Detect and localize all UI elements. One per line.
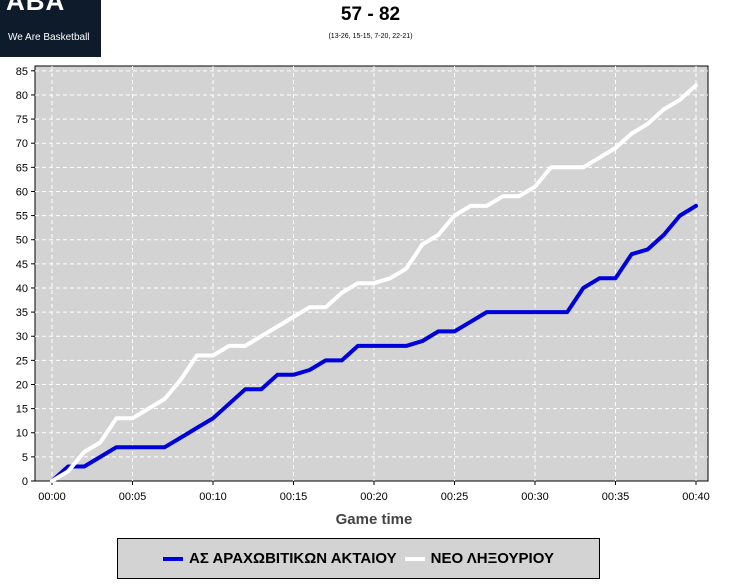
logo: ABA We Are Basketball [0, 0, 101, 57]
final-score: 57 - 82 [340, 4, 401, 25]
y-tick-label: 75 [16, 114, 28, 126]
y-tick-label: 60 [16, 186, 28, 198]
x-tick-label: 00:20 [360, 491, 388, 503]
y-tick-label: 10 [16, 428, 28, 440]
x-tick-label: 00:30 [521, 491, 549, 503]
y-tick-label: 0 [22, 476, 28, 488]
grid-lines [35, 66, 708, 481]
logo-tagline: We Are Basketball [8, 32, 90, 43]
x-tick-label: 00:25 [441, 491, 469, 503]
y-tick-label: 70 [16, 138, 28, 150]
y-tick-label: 25 [16, 355, 28, 367]
legend-item-team1: ΑΣ ΑΡΑΧΩΒΙΤΙΚΩΝ ΑΚΤΑΙΟΥ [163, 550, 397, 567]
legend-swatch-team1 [163, 556, 184, 561]
quarter-scores: (13-26, 15-15, 7-20, 22-21) [328, 33, 413, 40]
y-tick-label: 50 [16, 235, 28, 247]
legend-swatch-team2 [404, 556, 425, 561]
plot-background [34, 65, 709, 482]
x-tick-label: 00:15 [280, 491, 308, 503]
logo-mark: ABA [6, 0, 66, 16]
x-axis-label: Game time [336, 511, 413, 528]
series-line-1 [50, 203, 698, 483]
y-tick-label: 55 [16, 211, 28, 223]
x-tick-label: 00:35 [602, 491, 630, 503]
x-tick-label: 00:00 [38, 491, 66, 503]
y-tick-label: 80 [16, 90, 28, 102]
legend: ΑΣ ΑΡΑΧΩΒΙΤΙΚΩΝ ΑΚΤΑΙΟΥ ΝΕΟ ΛΗΞΟΥΡΙΟΥ [117, 538, 600, 579]
y-tick-label: 5 [22, 452, 28, 464]
y-tick-label: 20 [16, 379, 28, 391]
legend-label-team2: ΝΕΟ ΛΗΞΟΥΡΙΟΥ [430, 550, 554, 567]
y-tick-label: 30 [16, 331, 28, 343]
series-line-2 [50, 83, 698, 483]
x-tick-label: 00:10 [199, 491, 227, 503]
legend-item-team2: ΝΕΟ ΛΗΞΟΥΡΙΟΥ [404, 550, 554, 567]
y-tick-label: 40 [16, 283, 28, 295]
x-tick-label: 00:05 [119, 491, 147, 503]
y-tick-label: 35 [16, 307, 28, 319]
y-tick-label: 65 [16, 162, 28, 174]
y-tick-label: 15 [16, 404, 28, 416]
series-lines [50, 83, 698, 483]
x-tick-label: 00:40 [682, 491, 710, 503]
y-tick-label: 45 [16, 259, 28, 271]
axes: 0 5 10 15 20 25 30 35 40 45 50 55 60 65 70 75 80 85 00:00 0… [16, 66, 710, 503]
legend-label-team1: ΑΣ ΑΡΑΧΩΒΙΤΙΚΩΝ ΑΚΤΑΙΟΥ [189, 550, 397, 567]
y-tick-label: 85 [16, 66, 28, 78]
